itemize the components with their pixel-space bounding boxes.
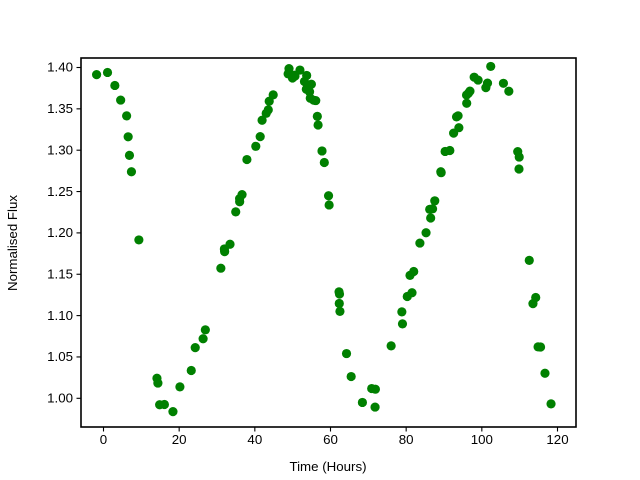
svg-text:0: 0	[100, 432, 107, 447]
svg-text:1.40: 1.40	[47, 60, 73, 75]
svg-text:1.05: 1.05	[47, 349, 73, 364]
svg-text:80: 80	[399, 432, 414, 447]
svg-text:1.00: 1.00	[47, 391, 73, 406]
svg-text:100: 100	[471, 432, 493, 447]
svg-text:1.20: 1.20	[47, 225, 73, 240]
svg-text:20: 20	[172, 432, 187, 447]
svg-text:Normalised Flux: Normalised Flux	[5, 195, 20, 291]
svg-text:1.30: 1.30	[47, 142, 73, 157]
svg-text:1.10: 1.10	[47, 308, 73, 323]
svg-text:1.15: 1.15	[47, 266, 73, 281]
svg-text:40: 40	[247, 432, 262, 447]
svg-text:120: 120	[546, 432, 568, 447]
svg-text:1.35: 1.35	[47, 101, 73, 116]
svg-text:Time (Hours): Time (Hours)	[289, 459, 366, 474]
svg-text:60: 60	[323, 432, 338, 447]
svg-text:1.25: 1.25	[47, 184, 73, 199]
